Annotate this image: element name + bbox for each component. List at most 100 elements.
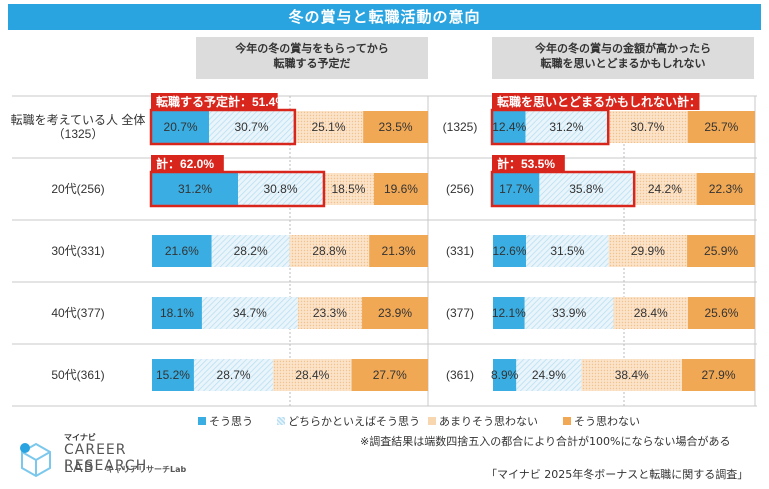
data-label: 30.7% (234, 120, 268, 134)
legend-label: そう思わない (574, 415, 640, 428)
bar-segment (539, 173, 634, 205)
data-label: 12.1% (492, 306, 526, 320)
data-label: 23.3% (313, 306, 347, 320)
data-label: 25.1% (311, 120, 345, 134)
data-label: 31.5% (550, 244, 584, 258)
legend-label: そう思う (209, 415, 253, 428)
highlight-tag-label: 転職する予定計：51.4% (156, 94, 286, 109)
category-label: 20代(256) (51, 182, 104, 196)
data-label: 22.3% (709, 182, 743, 196)
bar-segment (687, 235, 755, 267)
data-label: 21.6% (165, 244, 199, 258)
highlight-box (149, 170, 326, 208)
legend-swatch (428, 417, 436, 425)
logo-cube-icon (20, 442, 51, 478)
legend-item: そう思う (198, 413, 253, 429)
data-label: 19.6% (384, 182, 418, 196)
highlight-tag-label: 計：53.5% (497, 156, 555, 171)
category-label: 50代(361) (51, 368, 104, 382)
bar-segment (152, 359, 194, 391)
chart-title: 冬の賞与と転職活動の意向 (8, 4, 761, 30)
highlight-tag (151, 155, 224, 172)
data-label: 28.2% (234, 244, 268, 258)
data-label: 24.2% (648, 182, 682, 196)
category-label: (377) (446, 306, 474, 320)
data-label: 28.4% (295, 368, 329, 382)
panel-header-right-line2: 転職を思いとどまるかもしれない (540, 57, 706, 70)
legend-item: どちらかといえばそう思う (277, 413, 420, 429)
category-label: (256) (446, 182, 474, 196)
data-label: 30.7% (630, 120, 664, 134)
data-label: 30.8% (263, 182, 297, 196)
logo-line1: CAREER RESEARCH (64, 442, 148, 474)
logo: マイナビ CAREER RESEARCH LAB キャリアリサーチLab (14, 432, 204, 484)
data-label: 31.2% (549, 120, 583, 134)
highlight-tag-label: 計：62.0% (156, 156, 214, 171)
legend-label: あまりそう思わない (439, 415, 538, 428)
data-label: 23.9% (378, 306, 412, 320)
data-label: 12.6% (493, 244, 527, 258)
bar-segment (152, 297, 202, 329)
legend-swatch (563, 417, 571, 425)
bar-segment (613, 297, 688, 329)
bar-segment (238, 173, 323, 205)
category-label: (1325) (443, 120, 478, 134)
bar-segment (681, 359, 755, 391)
highlight-tag-label: 転職を思いとどまるかもしれない計：43.6% (497, 94, 735, 109)
data-label: 15.2% (156, 368, 190, 382)
footnote: ※調査結果は端数四捨五入の都合により合計が100%にならない場合がある (360, 435, 731, 448)
data-label: 18.5% (331, 182, 365, 196)
panel-header-left: 今年の冬の賞与をもらってから 転職する予定だ (196, 37, 428, 79)
highlight-tag (151, 93, 278, 110)
data-label: 20.7% (164, 120, 198, 134)
legend-label: どちらかといえばそう思う (288, 415, 420, 428)
bar-segment (696, 173, 755, 205)
bar-segment (152, 173, 239, 205)
bar-segment (524, 297, 614, 329)
highlight-tag (492, 93, 700, 110)
data-label: 25.6% (704, 306, 738, 320)
category-label: （1325） (53, 127, 104, 141)
data-label: 17.7% (499, 182, 533, 196)
data-label: 29.9% (631, 244, 665, 258)
bar-segment (493, 235, 527, 267)
bar-segment (687, 111, 755, 143)
bar-segment (362, 297, 428, 329)
category-label: 30代(331) (51, 244, 104, 258)
source-note: 「マイナビ 2025年冬ボーナスと転職に関する調査」 (486, 468, 749, 481)
category-label: (331) (446, 244, 474, 258)
bar-segment (373, 173, 428, 205)
bar-segment (526, 235, 609, 267)
bar-segment (525, 111, 608, 143)
data-label: 33.9% (552, 306, 586, 320)
bar-segment (633, 173, 697, 205)
bar-segment (211, 235, 290, 267)
data-label: 28.4% (634, 306, 668, 320)
data-label: 25.7% (704, 120, 738, 134)
data-label: 28.8% (312, 244, 346, 258)
bar-segment (369, 235, 428, 267)
data-label: 34.7% (233, 306, 267, 320)
data-label: 35.8% (569, 182, 603, 196)
bar-segment (607, 111, 688, 143)
bar-segment (493, 297, 525, 329)
data-label: 31.2% (178, 182, 212, 196)
data-label: 8.9% (491, 368, 519, 382)
bar-segment (152, 235, 212, 267)
data-label: 21.3% (382, 244, 416, 258)
bar-segment (493, 111, 526, 143)
category-label: (361) (446, 368, 474, 382)
bar-segment (293, 111, 364, 143)
bar-segment (687, 297, 755, 329)
highlight-tag (492, 155, 565, 172)
legend-item: あまりそう思わない (428, 413, 538, 429)
bar-segment (209, 111, 294, 143)
panel-header-right-line1: 今年の冬の賞与の金額が高かったら (535, 42, 711, 55)
data-label: 24.9% (532, 368, 566, 382)
bar-segment (322, 173, 374, 205)
legend-swatch (198, 417, 206, 425)
logo-brand: マイナビ (64, 433, 96, 442)
bar-segment (581, 359, 682, 391)
legend-item: そう思わない (563, 413, 640, 429)
